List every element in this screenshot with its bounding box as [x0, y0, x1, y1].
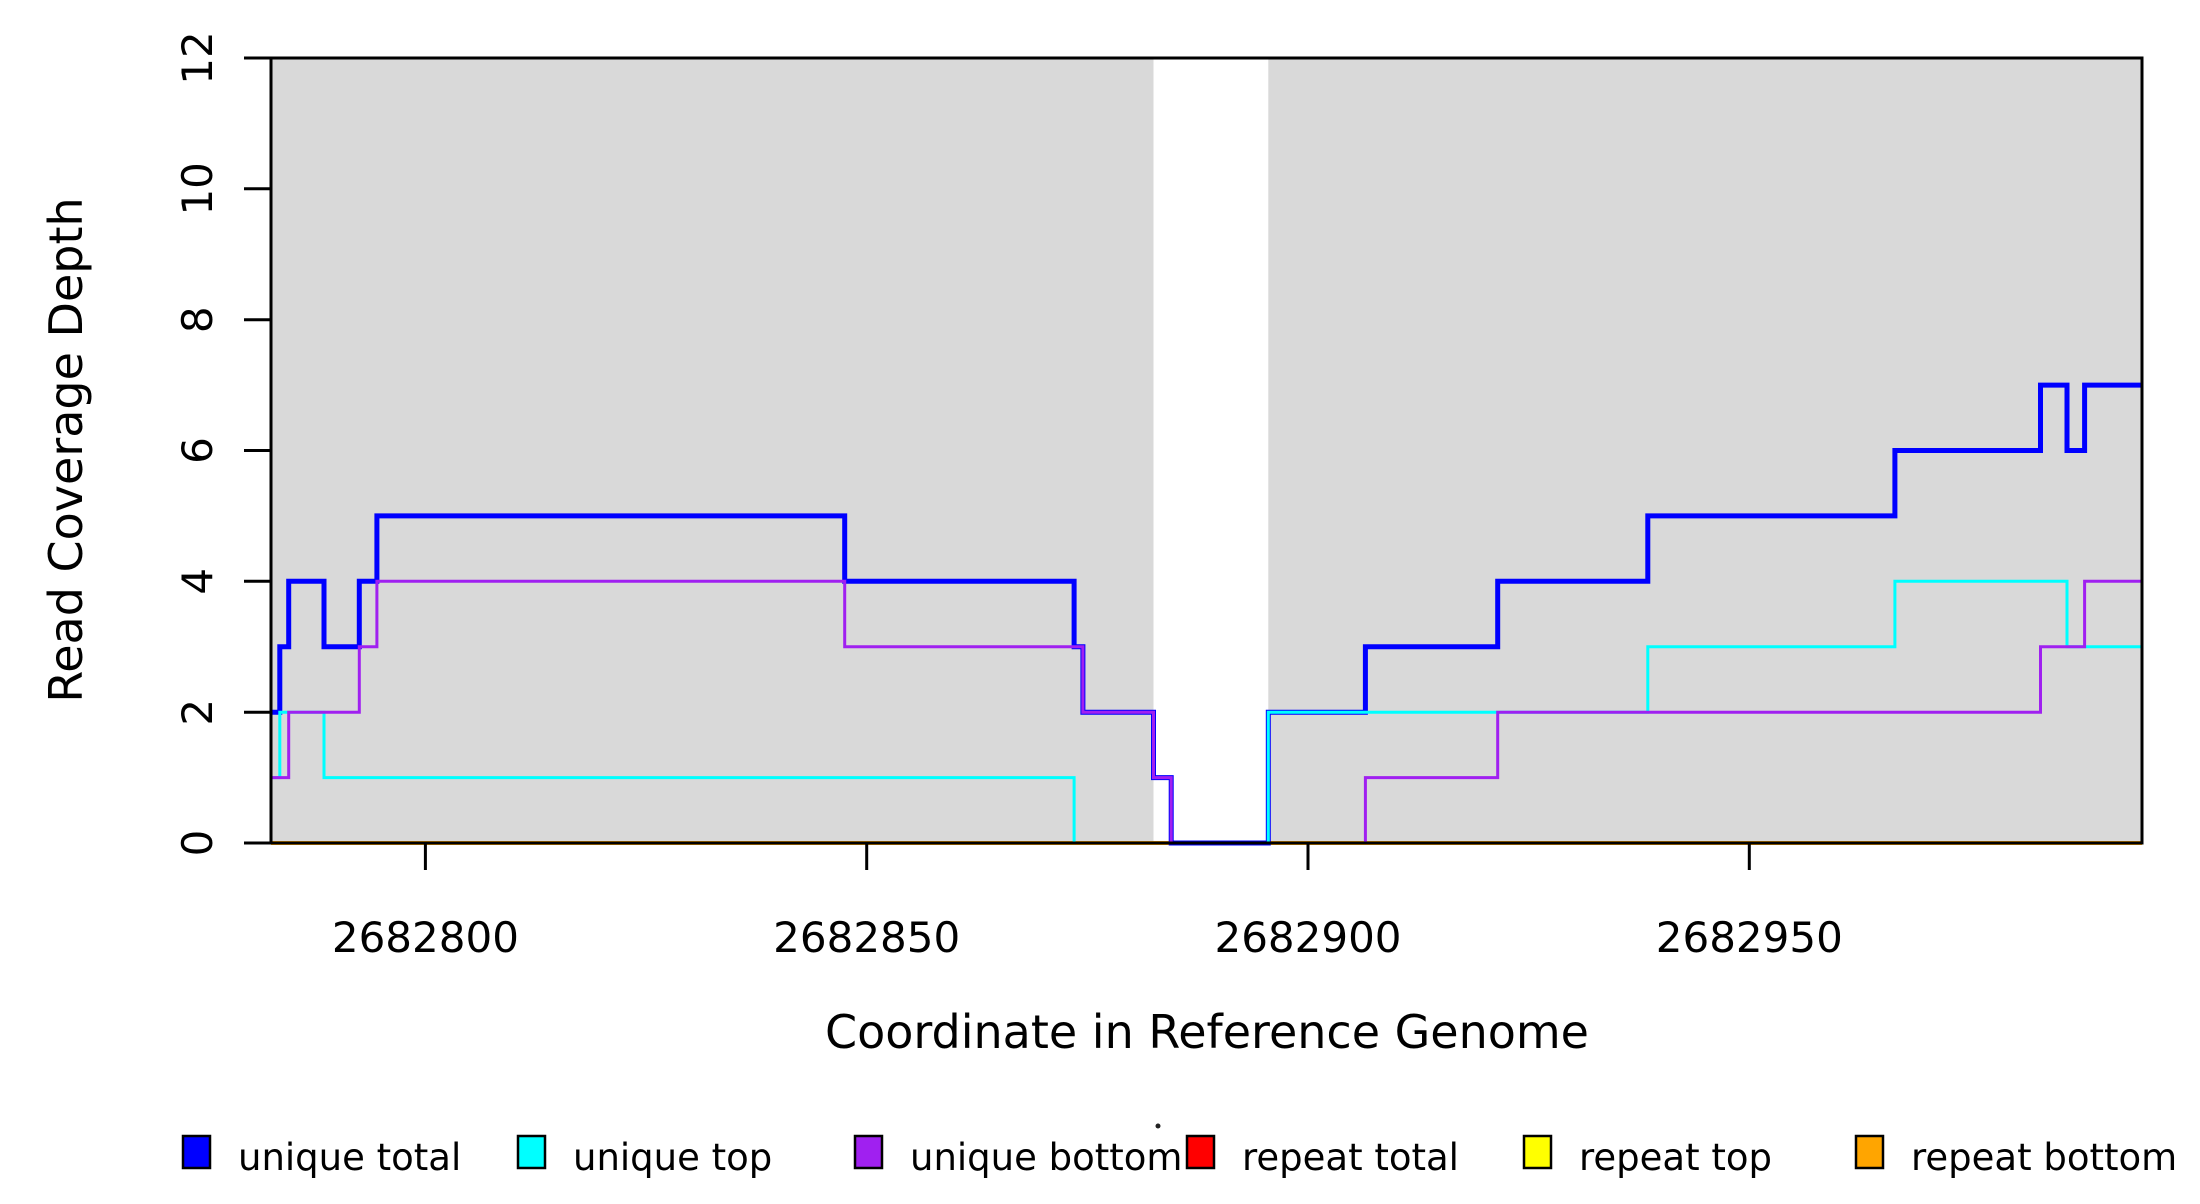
legend: unique total unique top unique bottom repea… — [181, 1134, 2177, 1179]
x-axis-title: Coordinate in Reference Genome — [825, 1005, 1589, 1059]
y-tick-label: 0 — [173, 830, 222, 857]
y-axis: 0 2 4 6 8 10 12 — [173, 31, 271, 856]
y-tick-label: 4 — [173, 568, 222, 595]
legend-label-repeat-bottom: repeat bottom — [1911, 1136, 2177, 1179]
legend-swatch-repeat-bottom — [1854, 1134, 1885, 1170]
legend-swatch-unique-bottom — [853, 1134, 884, 1170]
x-axis: 2682800 2682850 2682900 2682950 — [332, 843, 1843, 962]
x-tick-label: 2682800 — [332, 913, 519, 962]
legend-label-repeat-top: repeat top — [1579, 1136, 1772, 1179]
legend-swatch-unique-total — [181, 1134, 212, 1170]
legend-label-repeat-total: repeat total — [1242, 1136, 1459, 1179]
legend-label-unique-bottom: unique bottom — [910, 1136, 1182, 1179]
shaded-band-1 — [271, 58, 1154, 843]
x-tick-label: 2682900 — [1214, 913, 1401, 962]
y-axis-title: Read Coverage Depth — [39, 197, 93, 702]
legend-swatch-unique-top — [516, 1134, 547, 1170]
x-tick-label: 2682950 — [1656, 913, 1843, 962]
legend-item-unique-total: unique total — [181, 1134, 461, 1179]
legend-label-unique-top: unique top — [573, 1136, 772, 1179]
stray-dot — [1155, 1123, 1161, 1129]
y-tick-label: 8 — [173, 306, 222, 333]
legend-item-unique-top: unique top — [516, 1134, 772, 1179]
legend-item-repeat-top: repeat top — [1522, 1134, 1772, 1179]
legend-item-repeat-bottom: repeat bottom — [1854, 1134, 2177, 1179]
y-tick-label: 2 — [173, 699, 222, 726]
legend-swatch-repeat-total — [1185, 1134, 1216, 1170]
x-tick-label: 2682850 — [773, 913, 960, 962]
legend-item-repeat-total: repeat total — [1185, 1134, 1459, 1179]
y-tick-label: 6 — [173, 437, 222, 464]
legend-item-unique-bottom: unique bottom — [853, 1134, 1182, 1179]
y-tick-label: 12 — [173, 31, 222, 84]
y-tick-label: 10 — [173, 162, 222, 215]
legend-label-unique-total: unique total — [238, 1136, 461, 1179]
legend-swatch-repeat-top — [1522, 1134, 1553, 1170]
series-line-unique-bottom — [271, 579, 2142, 845]
